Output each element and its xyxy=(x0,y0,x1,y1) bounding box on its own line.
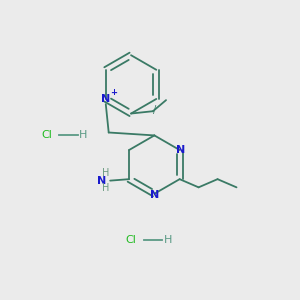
Text: N: N xyxy=(176,145,186,155)
Text: N: N xyxy=(101,94,110,104)
Text: H: H xyxy=(164,236,172,245)
Text: /: / xyxy=(153,105,156,115)
Text: Cl: Cl xyxy=(126,236,136,245)
Text: H: H xyxy=(101,168,109,178)
Text: H: H xyxy=(79,130,88,140)
Text: Cl: Cl xyxy=(41,130,52,140)
Text: N: N xyxy=(150,190,159,200)
Text: H: H xyxy=(101,184,109,194)
Text: N: N xyxy=(97,176,106,186)
Text: +: + xyxy=(110,88,117,97)
